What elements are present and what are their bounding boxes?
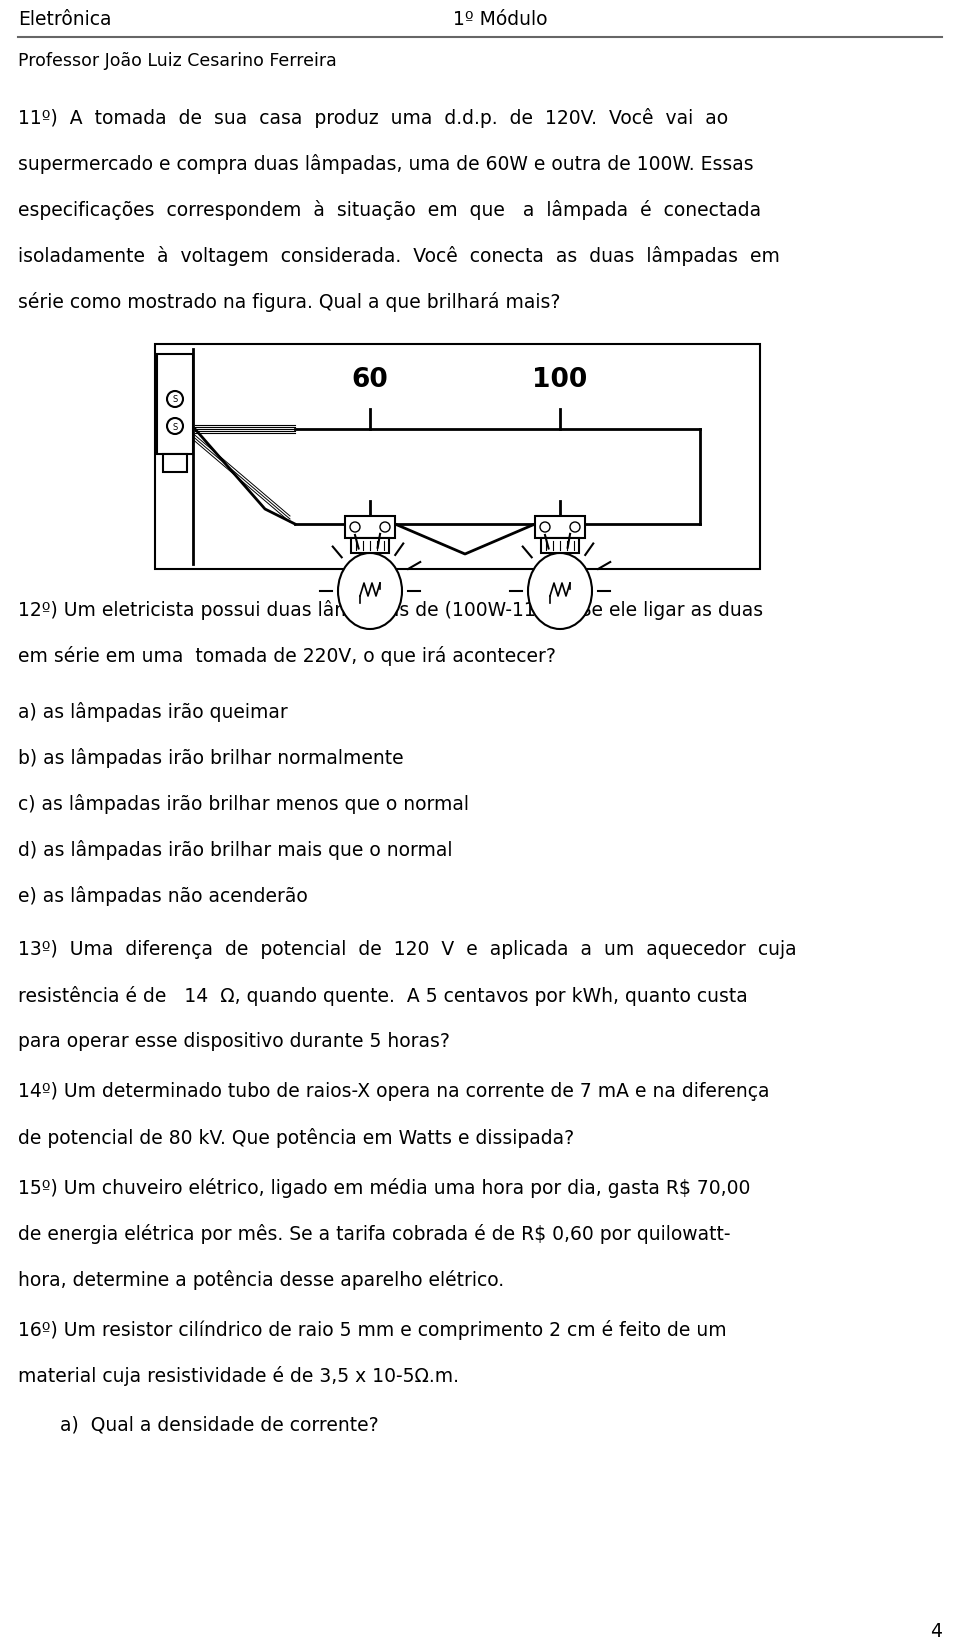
Ellipse shape bbox=[528, 554, 592, 629]
Text: em série em uma  tomada de 220V, o que irá acontecer?: em série em uma tomada de 220V, o que ir… bbox=[18, 646, 556, 665]
Text: para operar esse dispositivo durante 5 horas?: para operar esse dispositivo durante 5 h… bbox=[18, 1031, 450, 1051]
Text: resistência é de   14  Ω, quando quente.  A 5 centavos por kWh, quanto custa: resistência é de 14 Ω, quando quente. A … bbox=[18, 985, 748, 1005]
Circle shape bbox=[167, 392, 183, 408]
Bar bbox=[163, 454, 187, 472]
Text: de energia elétrica por mês. Se a tarifa cobrada é de R$ 0,60 por quilowatt-: de energia elétrica por mês. Se a tarifa… bbox=[18, 1223, 731, 1244]
Text: 16º) Um resistor cilíndrico de raio 5 mm e comprimento 2 cm é feito de um: 16º) Um resistor cilíndrico de raio 5 mm… bbox=[18, 1319, 727, 1339]
Text: 4: 4 bbox=[930, 1621, 942, 1639]
Circle shape bbox=[350, 523, 360, 533]
Text: 14º) Um determinado tubo de raios-X opera na corrente de 7 mA e na diferença: 14º) Um determinado tubo de raios-X oper… bbox=[18, 1082, 770, 1100]
Text: Professor João Luiz Cesarino Ferreira: Professor João Luiz Cesarino Ferreira bbox=[18, 52, 337, 70]
Bar bbox=[541, 539, 579, 554]
Text: série como mostrado na figura. Qual a que brilhará mais?: série como mostrado na figura. Qual a qu… bbox=[18, 292, 561, 311]
Text: de potencial de 80 kV. Que potência em Watts e dissipada?: de potencial de 80 kV. Que potência em W… bbox=[18, 1128, 574, 1147]
Text: a) as lâmpadas irão queimar: a) as lâmpadas irão queimar bbox=[18, 701, 288, 721]
Bar bbox=[157, 354, 193, 454]
Circle shape bbox=[380, 523, 390, 533]
Text: 13º)  Uma  diferença  de  potencial  de  120  V  e  aplicada  a  um  aquecedor  : 13º) Uma diferença de potencial de 120 V… bbox=[18, 939, 797, 959]
Text: supermercado e compra duas lâmpadas, uma de 60W e outra de 100W. Essas: supermercado e compra duas lâmpadas, uma… bbox=[18, 154, 754, 174]
Circle shape bbox=[167, 418, 183, 434]
Text: b) as lâmpadas irão brilhar normalmente: b) as lâmpadas irão brilhar normalmente bbox=[18, 747, 403, 767]
Bar bbox=[155, 344, 760, 570]
Text: especificações  correspondem  à  situação  em  que   a  lâmpada  é  conectada: especificações correspondem à situação e… bbox=[18, 200, 761, 220]
Text: c) as lâmpadas irão brilhar menos que o normal: c) as lâmpadas irão brilhar menos que o … bbox=[18, 793, 469, 813]
Text: 11º)  A  tomada  de  sua  casa  produz  uma  d.d.p.  de  120V.  Você  vai  ao: 11º) A tomada de sua casa produz uma d.d… bbox=[18, 108, 728, 128]
Bar bbox=[351, 539, 389, 554]
Circle shape bbox=[570, 523, 580, 533]
Bar bbox=[345, 516, 395, 539]
Text: hora, determine a potência desse aparelho elétrico.: hora, determine a potência desse aparelh… bbox=[18, 1269, 504, 1290]
Text: isoladamente  à  voltagem  considerada.  Você  conecta  as  duas  lâmpadas  em: isoladamente à voltagem considerada. Voc… bbox=[18, 246, 780, 266]
Text: S: S bbox=[173, 395, 178, 405]
Text: d) as lâmpadas irão brilhar mais que o normal: d) as lâmpadas irão brilhar mais que o n… bbox=[18, 839, 452, 859]
Bar bbox=[535, 516, 585, 539]
Text: 12º) Um eletricista possui duas lâmpadas de (100W-110V). Se ele ligar as duas: 12º) Um eletricista possui duas lâmpadas… bbox=[18, 600, 763, 620]
Text: material cuja resistividade é de 3,5 x 10-5Ω.m.: material cuja resistividade é de 3,5 x 1… bbox=[18, 1365, 459, 1385]
Text: Eletrônica: Eletrônica bbox=[18, 10, 111, 30]
Text: 100: 100 bbox=[533, 367, 588, 393]
Text: 15º) Um chuveiro elétrico, ligado em média uma hora por dia, gasta R$ 70,00: 15º) Um chuveiro elétrico, ligado em méd… bbox=[18, 1177, 751, 1196]
Text: S: S bbox=[173, 423, 178, 431]
Text: a)  Qual a densidade de corrente?: a) Qual a densidade de corrente? bbox=[60, 1414, 378, 1434]
Text: 60: 60 bbox=[351, 367, 389, 393]
Circle shape bbox=[540, 523, 550, 533]
Ellipse shape bbox=[338, 554, 402, 629]
Text: e) as lâmpadas não acenderão: e) as lâmpadas não acenderão bbox=[18, 885, 308, 905]
Text: 1º Módulo: 1º Módulo bbox=[453, 10, 547, 30]
